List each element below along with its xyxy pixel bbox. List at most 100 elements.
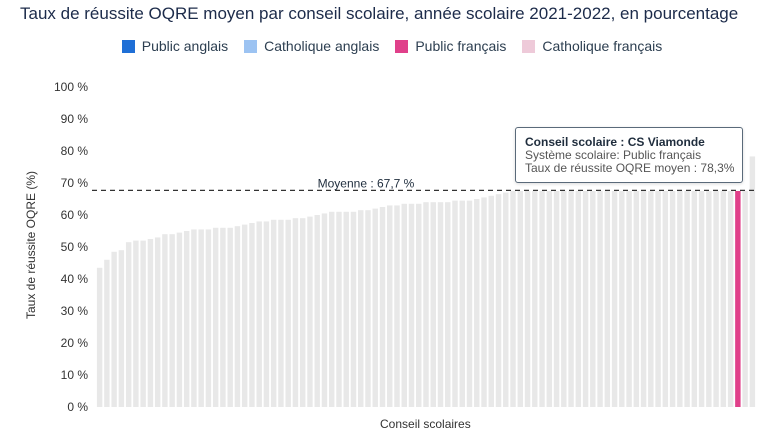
bar — [387, 205, 393, 407]
bar — [183, 231, 190, 407]
legend-label: Public anglais — [141, 38, 229, 54]
bar — [481, 197, 487, 407]
mean-label: Moyenne : 67,7 % — [318, 176, 415, 190]
bar — [524, 191, 531, 407]
y-tick-label: 90 % — [61, 112, 89, 126]
legend-swatch — [121, 39, 135, 53]
bar — [401, 203, 407, 407]
bar — [553, 191, 560, 407]
legend-item-public-francais[interactable]: Public français — [395, 38, 506, 54]
legend-item-catholique-anglais[interactable]: Catholique anglais — [244, 38, 379, 54]
y-tick-label: 40 % — [61, 272, 89, 286]
bar — [270, 219, 277, 407]
bar — [249, 223, 255, 407]
bar — [104, 259, 110, 407]
tooltip-rate: Taux de réussite OQRE moyen : 78,3% — [525, 161, 735, 175]
y-axis-title: Taux de réussite OQRE (%) — [24, 170, 38, 320]
bar — [437, 202, 444, 407]
legend-label: Public français — [415, 38, 507, 54]
bar — [205, 229, 212, 407]
bar — [423, 202, 429, 407]
bar — [133, 240, 139, 407]
bar — [372, 208, 378, 407]
bar — [539, 191, 545, 407]
bar — [698, 191, 705, 407]
bar — [314, 215, 320, 407]
y-tick-label: 30 % — [61, 304, 89, 318]
bar — [619, 191, 625, 407]
bar — [96, 267, 103, 407]
legend-label: Catholique anglais — [264, 38, 380, 54]
bar — [532, 191, 538, 407]
bar — [169, 234, 175, 407]
bar — [546, 191, 553, 407]
bar — [669, 191, 676, 407]
x-axis-title: Conseil scolaires — [380, 417, 471, 431]
chart-title: Taux de réussite OQRE moyen par conseil … — [20, 4, 739, 23]
bar — [408, 203, 415, 407]
bar — [191, 229, 197, 407]
bar — [568, 191, 574, 407]
bar — [241, 224, 248, 407]
legend-label: Catholique français — [542, 38, 663, 54]
bar — [510, 191, 516, 407]
bar — [452, 200, 458, 407]
tooltip-title: Conseil scolaire : CS Viamonde — [525, 135, 705, 149]
bar — [684, 191, 690, 407]
bar — [561, 191, 567, 407]
bar — [125, 242, 132, 407]
bar — [713, 191, 719, 407]
y-tick-label: 50 % — [61, 240, 89, 254]
bar — [626, 191, 632, 407]
bar — [111, 251, 117, 407]
bar — [147, 239, 154, 407]
bar — [227, 227, 233, 407]
bar — [234, 226, 241, 407]
bar — [365, 210, 371, 407]
bar — [720, 191, 727, 407]
bar — [336, 211, 342, 407]
bar — [212, 227, 219, 407]
bar — [292, 218, 299, 407]
bar — [118, 250, 125, 407]
bar — [517, 191, 524, 407]
bar — [307, 216, 313, 407]
bar — [742, 191, 748, 407]
bar — [488, 195, 494, 407]
bar — [648, 191, 654, 407]
y-tick-label: 0 % — [67, 400, 88, 414]
bar — [749, 156, 756, 407]
y-tick-label: 70 % — [61, 176, 89, 190]
bar — [677, 191, 683, 407]
bar — [321, 213, 328, 407]
legend: Public anglais Catholique anglais Public… — [0, 38, 784, 54]
bar — [198, 229, 204, 407]
bar — [503, 192, 509, 407]
legend-swatch — [244, 39, 258, 53]
bar — [604, 191, 611, 407]
bar — [466, 200, 473, 407]
bar-highlighted — [735, 191, 741, 407]
tooltip-system: Système scolaire: Public français — [525, 148, 702, 162]
bar — [611, 191, 618, 407]
bar — [662, 191, 669, 407]
bar — [328, 211, 335, 407]
bar — [256, 221, 262, 407]
bar — [176, 232, 183, 407]
bar — [350, 211, 357, 407]
bar — [691, 191, 698, 407]
legend-swatch — [395, 39, 409, 53]
legend-swatch — [522, 39, 536, 53]
y-tick-label: 100 % — [54, 80, 88, 94]
y-tick-label: 80 % — [61, 144, 89, 158]
bar — [640, 191, 647, 407]
legend-item-public-anglais[interactable]: Public anglais — [121, 38, 229, 54]
bar — [154, 237, 161, 407]
bar — [459, 200, 465, 407]
bar — [706, 191, 712, 407]
bar — [220, 227, 226, 407]
legend-item-catholique-francais[interactable]: Catholique français — [522, 38, 662, 54]
bar — [416, 203, 422, 407]
bar — [343, 211, 349, 407]
bar — [430, 202, 436, 407]
